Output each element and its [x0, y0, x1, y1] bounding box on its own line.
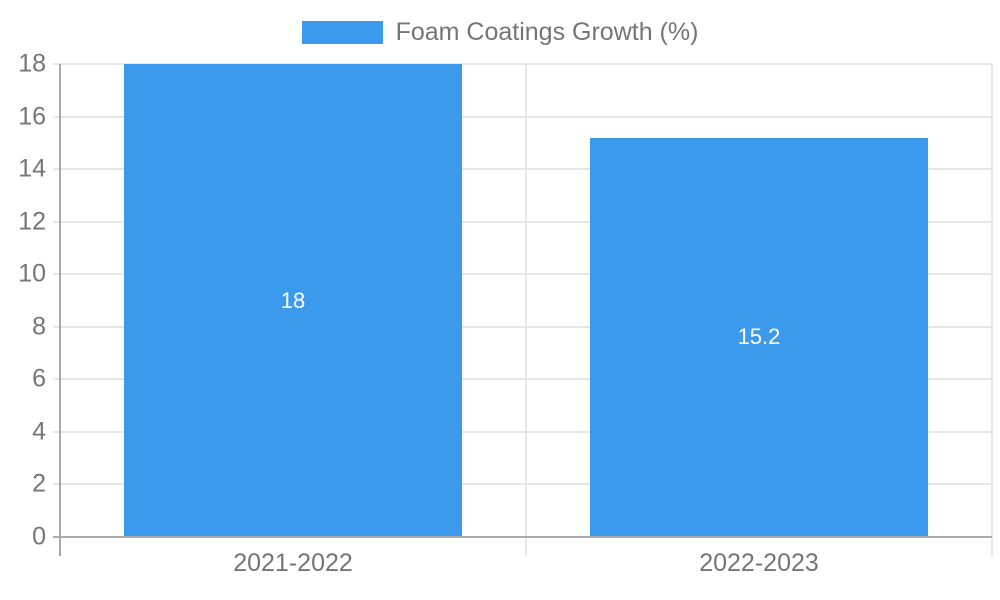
x-category-label: 2021-2022 [233, 549, 353, 577]
bar-value-label: 15.2 [737, 324, 781, 350]
gridline [53, 430, 992, 433]
y-tick-label: 8 [32, 312, 46, 341]
gridline [53, 483, 992, 486]
x-axis-baseline [53, 536, 992, 538]
gridline [53, 273, 992, 276]
gridline [53, 220, 992, 223]
gridline [53, 325, 992, 328]
gridline [53, 168, 992, 171]
bar: 15.2 [590, 137, 928, 537]
legend: Foam Coatings Growth (%) [0, 18, 1000, 47]
gridline [53, 378, 992, 381]
gridline [53, 63, 992, 65]
bar: 18 [124, 64, 462, 537]
y-tick-label: 0 [32, 522, 46, 551]
category-boundary-line [991, 64, 993, 556]
y-tick-label: 2 [32, 469, 46, 498]
y-axis-labels: 0 2 4 6 8 10 12 14 16 18 [0, 51, 46, 549]
y-tick-label: 14 [18, 154, 46, 183]
x-category-label: 2022-2023 [699, 549, 819, 577]
category-boundary-line [525, 64, 527, 556]
y-tick-label: 16 [18, 102, 46, 131]
y-axis-line [59, 64, 61, 556]
y-tick-label: 6 [32, 364, 46, 393]
bar-value-label: 18 [280, 287, 306, 313]
x-axis-labels: 2021-2022 2022-2023 [60, 549, 992, 578]
gridline [53, 115, 992, 118]
legend-label: Foam Coatings Growth (%) [395, 18, 699, 46]
legend-swatch [301, 21, 383, 45]
y-tick-label: 4 [32, 417, 46, 446]
y-tick-label: 18 [18, 49, 46, 78]
y-tick-label: 10 [18, 259, 46, 288]
y-tick-label: 12 [18, 207, 46, 236]
plot-area: 18 15.2 [53, 63, 993, 556]
